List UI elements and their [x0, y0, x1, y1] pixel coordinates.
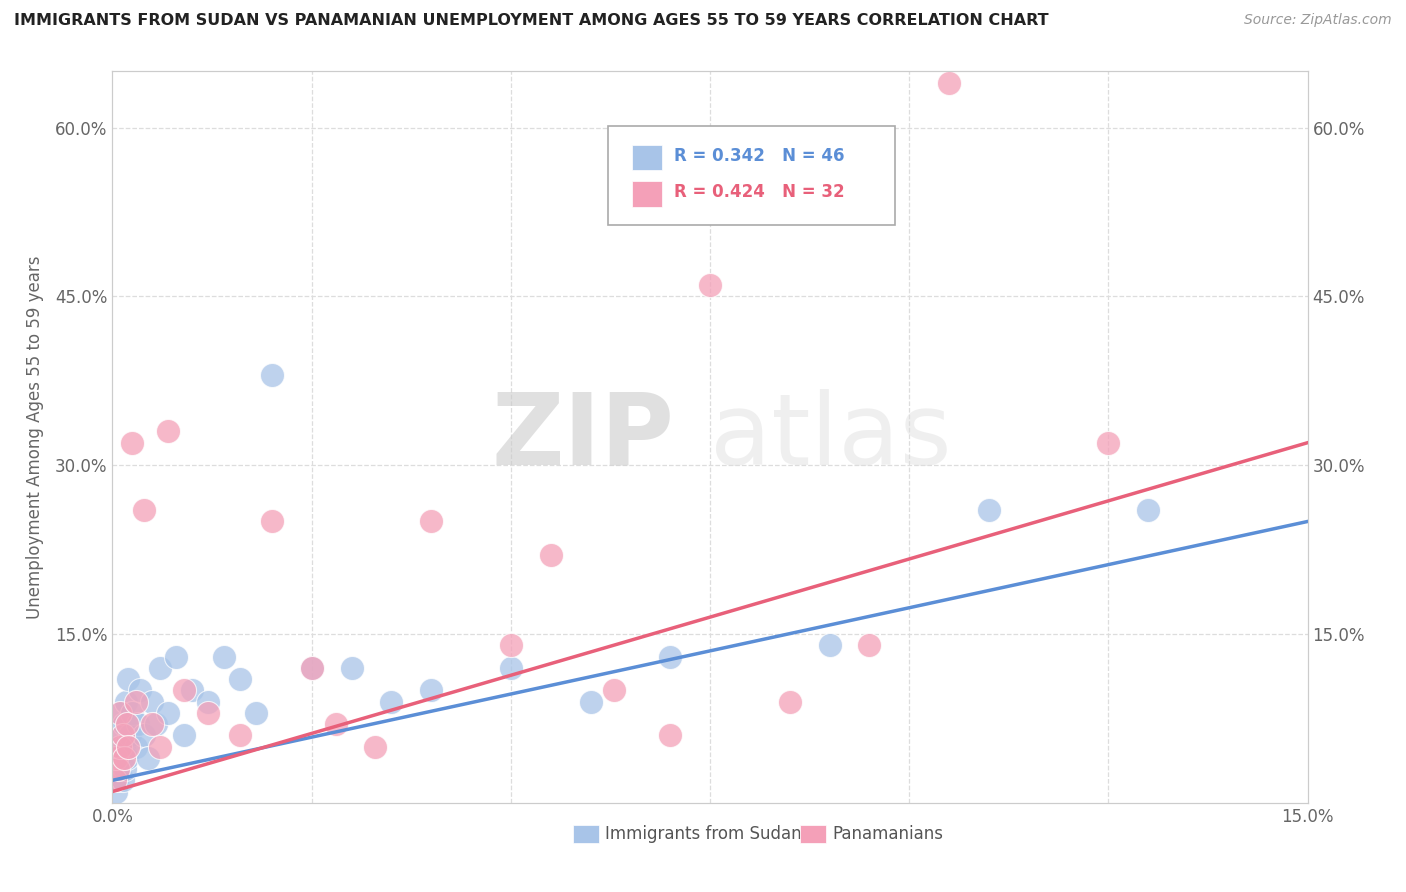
Point [112, 717, 135, 731]
Point [118, 728, 141, 742]
Point [699, 278, 721, 293]
Point [157, 706, 180, 720]
Point [125, 739, 148, 754]
Point [938, 76, 960, 90]
Point [134, 503, 156, 517]
Point [173, 683, 195, 698]
Text: Immigrants from Sudan: Immigrants from Sudan [605, 824, 801, 843]
Point [121, 435, 143, 450]
Point [659, 728, 682, 742]
Point [105, 773, 128, 788]
Point [145, 717, 167, 731]
Text: atlas: atlas [710, 389, 952, 485]
Point [127, 717, 149, 731]
Point [110, 706, 132, 720]
Point [380, 694, 402, 708]
Point [229, 728, 252, 742]
Point [114, 762, 136, 776]
Point [115, 751, 138, 765]
Point [603, 683, 626, 698]
Point [260, 515, 283, 529]
Point [103, 773, 125, 788]
Point [117, 739, 139, 754]
Point [125, 694, 148, 708]
Point [301, 661, 323, 675]
Point [364, 739, 387, 754]
Point [540, 548, 562, 562]
Point [245, 706, 267, 720]
Point [977, 503, 1000, 517]
Point [107, 762, 129, 776]
Point [110, 706, 132, 720]
Point [197, 706, 219, 720]
Point [121, 706, 143, 720]
Point [104, 762, 127, 776]
Text: IMMIGRANTS FROM SUDAN VS PANAMANIAN UNEMPLOYMENT AMONG AGES 55 TO 59 YEARS CORRE: IMMIGRANTS FROM SUDAN VS PANAMANIAN UNEM… [14, 13, 1049, 29]
Point [157, 425, 180, 439]
Text: Panamanians: Panamanians [832, 824, 943, 843]
Point [141, 694, 163, 708]
Bar [800, 825, 825, 843]
Text: Source: ZipAtlas.com: Source: ZipAtlas.com [1244, 13, 1392, 28]
Point [173, 728, 195, 742]
Point [111, 751, 134, 765]
Point [129, 683, 152, 698]
Point [858, 638, 880, 652]
Point [260, 368, 283, 383]
Point [499, 661, 522, 675]
Point [197, 694, 219, 708]
Point [149, 661, 172, 675]
Point [108, 762, 131, 776]
Point [1137, 503, 1160, 517]
Point [818, 638, 841, 652]
Point [340, 661, 363, 675]
Point [105, 751, 128, 765]
Point [111, 728, 134, 742]
Point [212, 649, 235, 664]
Y-axis label: Unemployment Among Ages 55 to 59 years: Unemployment Among Ages 55 to 59 years [25, 255, 44, 619]
Point [105, 751, 128, 765]
Point [114, 751, 135, 765]
Point [117, 672, 139, 686]
Point [1097, 435, 1119, 450]
Point [115, 694, 138, 708]
Point [111, 773, 134, 788]
Point [134, 728, 156, 742]
Bar [633, 181, 662, 207]
Point [165, 649, 187, 664]
Point [229, 672, 252, 686]
Point [108, 739, 131, 754]
Point [107, 739, 129, 754]
Point [779, 694, 801, 708]
Text: ZIP: ZIP [491, 389, 675, 485]
Point [325, 717, 347, 731]
Text: R = 0.424   N = 32: R = 0.424 N = 32 [675, 183, 845, 202]
Point [301, 661, 323, 675]
Point [138, 751, 160, 765]
Point [108, 728, 131, 742]
Text: R = 0.342   N = 46: R = 0.342 N = 46 [675, 146, 845, 165]
Point [181, 683, 204, 698]
Point [420, 515, 443, 529]
Point [114, 739, 135, 754]
Point [104, 773, 127, 788]
Point [141, 717, 163, 731]
FancyBboxPatch shape [609, 126, 896, 225]
Point [420, 683, 443, 698]
Point [115, 717, 138, 731]
Point [149, 739, 172, 754]
Point [579, 694, 602, 708]
Point [104, 784, 127, 798]
Point [659, 649, 682, 664]
Bar [633, 145, 662, 170]
Point [499, 638, 522, 652]
Bar [572, 825, 599, 843]
